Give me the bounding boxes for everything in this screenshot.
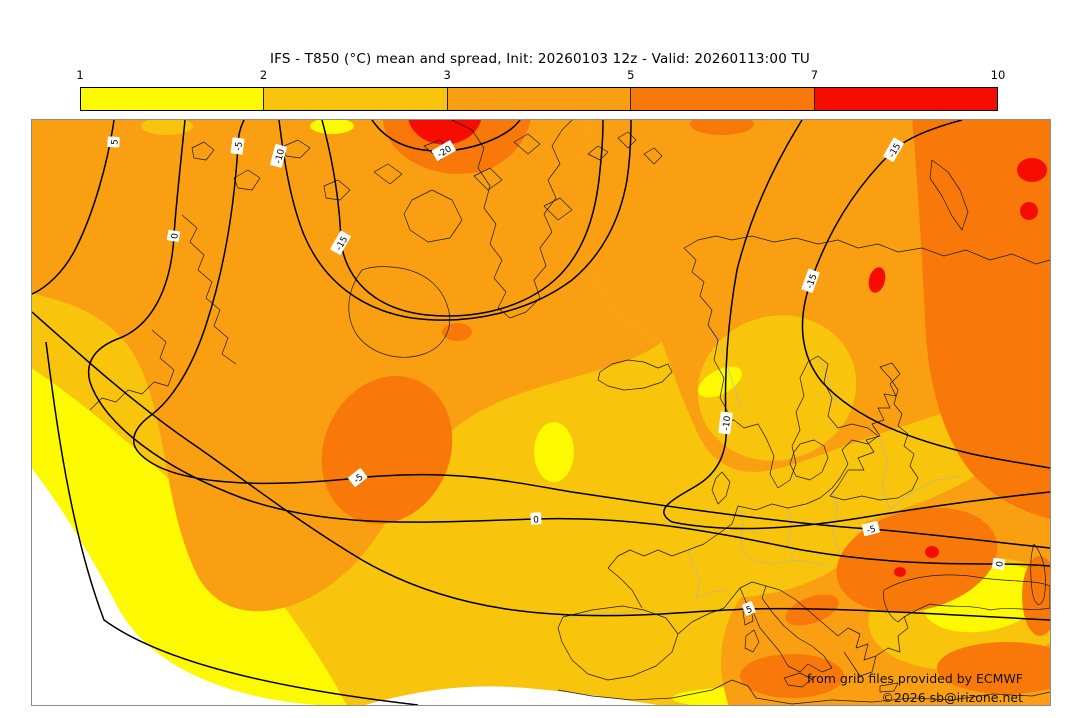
colorbar-segment-3-5 [446,88,631,110]
colorbar-segment-2-3 [263,88,447,110]
contour-line-minus10-east [663,120,1050,530]
contour-label: 5 [741,601,756,616]
svg-text:0: 0 [995,560,1006,568]
svg-text:5: 5 [745,605,754,616]
colorbar-tick-10: 10 [990,68,1006,82]
t850-spread-map: 50-5-10-15-20 -15-15-10-50-550 from grib … [32,120,1050,705]
svg-text:5: 5 [110,139,120,145]
contour-line-minus5 [132,120,1050,549]
svg-text:-15: -15 [805,273,819,290]
contour-label: 0 [991,557,1006,571]
coastlines [89,120,1050,705]
colorbar-tick-1: 1 [76,68,84,82]
svg-text:0: 0 [170,232,181,240]
colorbar-tick-labels: 1 2 3 5 7 10 [76,68,1005,84]
contour-label: -10 [270,144,288,168]
colorbar-tick-5: 5 [627,68,635,82]
contour-line-10-southwest [45,341,419,705]
colorbar-tick-3: 3 [443,68,451,82]
colorbar-segment-7-10 [813,88,998,110]
colorbar-tick-7: 7 [810,68,819,82]
country-borders [565,324,963,618]
colorbar-bar [80,87,998,111]
contour-label: -10 [718,411,734,435]
temperature-contours [32,120,1050,705]
spread-fill-regions [32,120,1050,705]
page-title: IFS - T850 (°C) mean and spread, Init: 2… [269,51,811,67]
contour-labels: 50-5-10-15-20 -15-15-10-50-550 [107,136,1006,616]
contour-line-5-west [32,120,115,295]
contour-label: -5 [230,137,245,155]
contour-line-0 [87,120,1050,567]
contour-label: -15 [801,268,820,293]
colorbar-tick-2: 2 [259,68,268,82]
attribution-copyright: ©2026 sb@irizone.net [881,690,1023,705]
svg-text:-5: -5 [866,525,877,537]
svg-text:0: 0 [533,515,540,525]
contour-line-minus10-west [278,120,632,321]
spread-colorbar: 1 2 3 5 7 10 [76,68,1005,112]
contour-label: -5 [861,520,880,537]
contour-line-minus15-west [321,120,604,317]
contour-label: 0 [166,229,181,243]
contour-label: -5 [348,468,368,487]
svg-text:-10: -10 [274,148,288,165]
map-frame: 5 0 -5 -10 -15 -20 -15 -15 -10 -5 0 -5 5 0 from grib … [31,119,1051,706]
svg-text:-10: -10 [722,415,734,431]
contour-label: 5 [107,136,121,148]
attribution-source: from grib files provided by ECMWF [807,671,1023,686]
contour-line-5-europe [32,311,1050,621]
contour-label: 0 [530,512,542,526]
svg-text:-5: -5 [234,141,245,151]
colorbar-segment-1-2 [81,88,264,110]
colorbar-segment-5-7 [630,88,814,110]
